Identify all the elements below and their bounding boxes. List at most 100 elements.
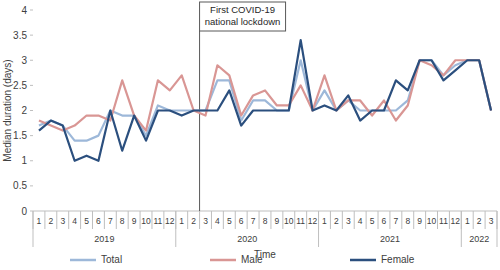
group-label: 2022 (469, 234, 489, 244)
x-tick-label: 1 (322, 216, 327, 226)
x-separator (247, 211, 248, 229)
x-separator (128, 211, 129, 229)
x-separator (116, 211, 117, 229)
x-tick-label: 11 (296, 216, 305, 226)
annotation-box (200, 2, 286, 31)
x-tick-label: 7 (108, 216, 113, 226)
series-line (39, 60, 491, 130)
x-separator (56, 211, 57, 229)
x-tick-label: 9 (132, 216, 137, 226)
y-tick (30, 160, 33, 161)
y-tick-label: 4 (21, 5, 27, 16)
y-tick (30, 110, 33, 111)
group-separator (33, 211, 34, 247)
x-separator (425, 211, 426, 229)
x-separator (401, 211, 402, 229)
x-separator (437, 211, 438, 229)
x-tick-label: 6 (239, 216, 244, 226)
y-tick-label: 2 (21, 105, 27, 116)
x-separator (44, 211, 45, 229)
x-tick-label: 12 (308, 216, 318, 226)
x-tick-label: 10 (427, 216, 437, 226)
x-tick-label: 3 (203, 216, 208, 226)
x-tick-label: 7 (394, 216, 399, 226)
x-tick-label: 3 (489, 216, 494, 226)
x-separator (163, 211, 164, 229)
series-line (39, 40, 491, 161)
x-tick-label: 3 (60, 216, 65, 226)
group-label: 2020 (237, 234, 257, 244)
x-separator (259, 211, 260, 229)
x-separator (389, 211, 390, 229)
y-tick-label: 1 (21, 155, 27, 166)
legend-key (350, 259, 376, 262)
x-separator (140, 211, 141, 229)
x-separator (354, 211, 355, 229)
x-separator (92, 211, 93, 229)
legend-label: Female (381, 254, 415, 265)
group-separator (175, 211, 176, 247)
chart: 00.511.522.533.54Median duration (days)1… (0, 0, 500, 270)
x-tick-label: 11 (154, 216, 163, 226)
x-separator (104, 211, 105, 229)
x-tick-label: 2 (48, 216, 53, 226)
group-label: 2019 (94, 234, 114, 244)
x-tick-label: 7 (251, 216, 256, 226)
y-tick (30, 60, 33, 61)
group-separator (497, 211, 498, 247)
y-tick-label: 0 (21, 206, 27, 217)
x-tick-label: 6 (382, 216, 387, 226)
x-separator (282, 211, 283, 229)
legend-key (210, 259, 236, 262)
legend-label: Male (241, 254, 263, 265)
x-tick-label: 4 (215, 216, 220, 226)
y-tick-label: 3 (21, 55, 27, 66)
x-separator (187, 211, 188, 229)
x-separator (294, 211, 295, 229)
x-tick-label: 1 (37, 216, 42, 226)
x-separator (68, 211, 69, 229)
x-tick-label: 5 (227, 216, 232, 226)
x-tick-label: 5 (370, 216, 375, 226)
x-separator (199, 211, 200, 229)
x-tick-label: 11 (439, 216, 448, 226)
x-separator (151, 211, 152, 229)
annotation-text: national lockdown (205, 16, 281, 27)
y-tick-label: 2.5 (13, 80, 27, 91)
x-axis-line (33, 211, 497, 212)
y-tick (30, 35, 33, 36)
x-tick-label: 10 (141, 216, 151, 226)
x-tick-label: 9 (417, 216, 422, 226)
x-tick-label: 3 (346, 216, 351, 226)
x-separator (80, 211, 81, 229)
y-tick-label: 3.5 (13, 30, 27, 41)
x-tick-label: 12 (451, 216, 461, 226)
x-separator (485, 211, 486, 229)
legend-label: Total (101, 254, 122, 265)
y-axis-label: Median duration (days) (2, 59, 13, 161)
x-separator (342, 211, 343, 229)
x-tick-label: 9 (275, 216, 280, 226)
x-tick-label: 2 (334, 216, 339, 226)
x-separator (449, 211, 450, 229)
x-separator (306, 211, 307, 229)
group-separator (461, 211, 462, 247)
x-tick-label: 8 (405, 216, 410, 226)
x-tick-label: 4 (358, 216, 363, 226)
x-tick-label: 10 (284, 216, 294, 226)
group-label: 2021 (380, 234, 400, 244)
x-separator (378, 211, 379, 229)
x-tick-label: 1 (465, 216, 470, 226)
x-separator (211, 211, 212, 229)
x-tick-label: 8 (263, 216, 268, 226)
y-tick (30, 135, 33, 136)
plot-lines (39, 40, 491, 161)
x-separator (330, 211, 331, 229)
x-tick-label: 5 (84, 216, 89, 226)
annotation-line (199, 31, 200, 211)
x-separator (270, 211, 271, 229)
group-separator (318, 211, 319, 247)
y-tick (30, 10, 33, 11)
y-tick-label: 1.5 (13, 130, 27, 141)
annotation-text: First COVID-19 (210, 4, 275, 15)
